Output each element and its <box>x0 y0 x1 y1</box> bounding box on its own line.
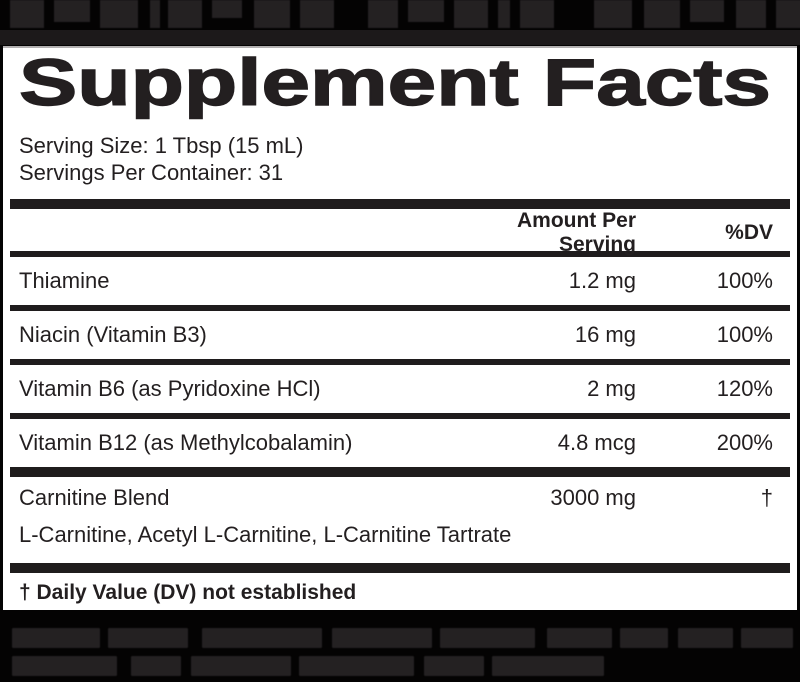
header-amount-per-serving: Amount Per Serving <box>516 209 636 256</box>
nutrient-amount: 16 mg <box>574 322 636 347</box>
table-row: Thiamine 1.2 mg 100% <box>10 257 790 305</box>
panel-title: Supplement Facts <box>19 52 790 122</box>
footnote-row: † Daily Value (DV) not established <box>10 573 790 613</box>
title-text: Supplement Facts <box>19 52 771 119</box>
blend-amount: 3000 mg <box>550 485 636 510</box>
blend-dv-dagger: † <box>760 485 773 510</box>
nutrient-dv: 200% <box>716 430 773 455</box>
cropped-label-text <box>0 0 800 30</box>
footnote-text: † Daily Value (DV) not established <box>19 581 357 604</box>
nutrient-amount: 4.8 mcg <box>557 430 636 455</box>
blend-row: Carnitine Blend 3000 mg † <box>10 477 790 519</box>
rule-separator <box>10 305 790 311</box>
serving-info: Serving Size: 1 Tbsp (15 mL) Servings Pe… <box>19 132 790 186</box>
nutrient-dv: 100% <box>716 322 773 347</box>
nutrient-name: Thiamine <box>19 268 110 293</box>
spacer <box>10 551 790 563</box>
table-header-row: Amount Per Serving %DV <box>10 209 790 256</box>
nutrient-name: Vitamin B12 (as Methylcobalamin) <box>19 430 353 455</box>
supplement-facts-panel: Supplement Facts Serving Size: 1 Tbsp (1… <box>3 46 797 610</box>
table-row: Vitamin B12 (as Methylcobalamin) 4.8 mcg… <box>10 419 790 467</box>
blurred-text-row <box>12 655 800 677</box>
nutrient-amount: 1.2 mg <box>568 268 636 293</box>
servings-per-container: Servings Per Container: 31 <box>19 160 284 185</box>
serving-size: Serving Size: 1 Tbsp (15 mL) <box>19 133 304 158</box>
bottom-label-area <box>0 610 800 682</box>
table-row: Vitamin B6 (as Pyridoxine HCl) 2 mg 120% <box>10 365 790 413</box>
blend-ingredients: L-Carnitine, Acetyl L-Carnitine, L-Carni… <box>19 522 512 547</box>
nutrient-name: Niacin (Vitamin B3) <box>19 322 207 347</box>
rule-separator <box>10 413 790 419</box>
blurred-text-row <box>12 627 800 649</box>
rule-separator <box>10 251 790 257</box>
divider-band <box>0 30 800 45</box>
nutrient-dv: 100% <box>716 268 773 293</box>
rule-thick <box>10 563 790 573</box>
header-dv: %DV <box>725 221 773 244</box>
rule-thick <box>10 467 790 477</box>
nutrient-dv: 120% <box>716 376 773 401</box>
nutrient-name: Vitamin B6 (as Pyridoxine HCl) <box>19 376 321 401</box>
rule-thick <box>10 199 790 209</box>
table-row: Niacin (Vitamin B3) 16 mg 100% <box>10 311 790 359</box>
rule-separator <box>10 359 790 365</box>
nutrient-amount: 2 mg <box>587 376 636 401</box>
blend-name: Carnitine Blend <box>19 485 170 510</box>
